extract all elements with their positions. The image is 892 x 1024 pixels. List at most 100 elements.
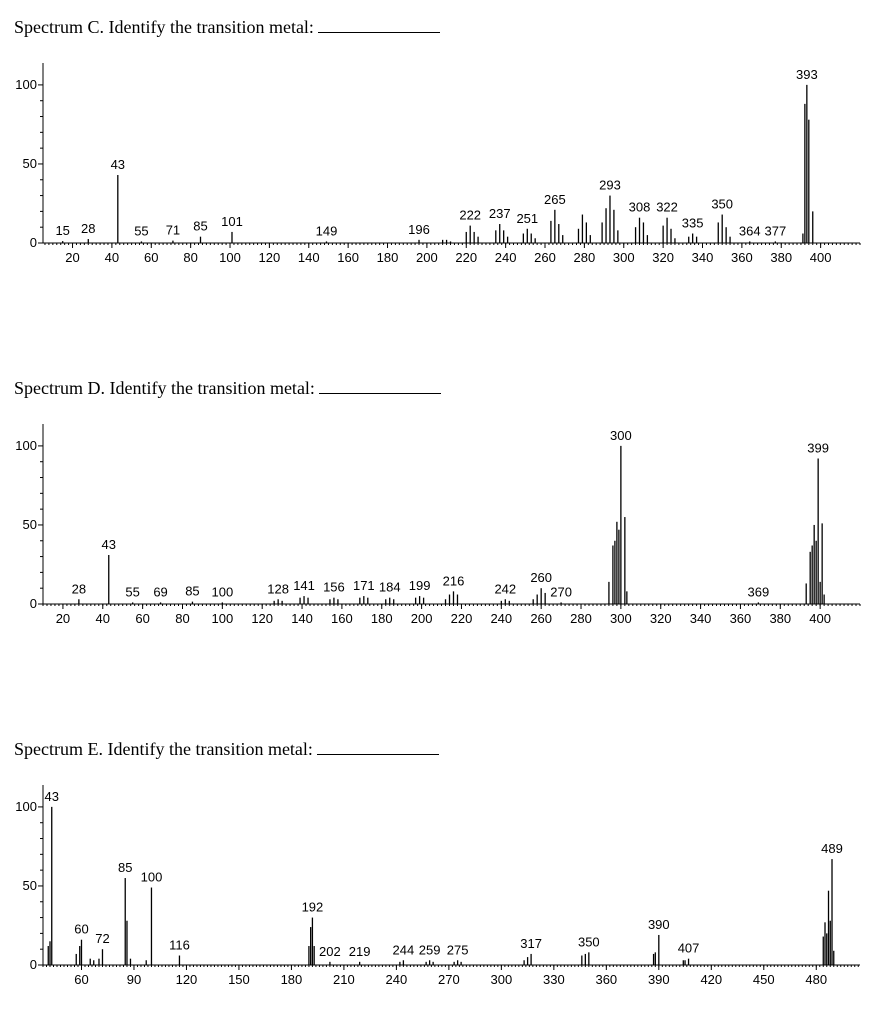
peak-label: 322 [656,200,678,215]
peak-label: 184 [379,580,401,595]
x-tick-label: 180 [281,972,303,987]
peak-label: 85 [118,860,132,875]
x-tick-label: 240 [386,972,408,987]
x-tick-label: 20 [65,250,79,265]
peak-label: 192 [302,900,324,915]
x-tick-label: 330 [543,972,565,987]
y-tick-label: 50 [23,517,37,532]
peak-label: 43 [102,537,116,552]
x-tick-label: 180 [371,611,393,626]
spectrum-c-title: Spectrum C. Identify the transition meta… [14,17,440,38]
peak-label: 259 [419,942,441,957]
x-tick-label: 390 [648,972,670,987]
x-tick-label: 480 [805,972,827,987]
x-tick-label: 220 [455,250,477,265]
peak-label: 128 [267,581,289,596]
peak-label: 116 [169,938,190,953]
x-tick-label: 180 [377,250,399,265]
x-tick-label: 200 [416,250,438,265]
x-tick-label: 380 [769,611,791,626]
peak-label: 43 [45,789,59,804]
spectrum-d-title-text: Spectrum D. Identify the transition meta… [14,378,315,398]
peak-label: 69 [153,584,167,599]
x-tick-label: 320 [650,611,672,626]
x-tick-label: 100 [211,611,233,626]
peak-label: 15 [55,223,69,238]
peak-label: 60 [74,922,88,937]
peak-label: 407 [678,941,700,956]
peak-label: 260 [530,570,552,585]
peak-label: 55 [125,584,139,599]
x-tick-label: 150 [228,972,250,987]
y-tick-label: 50 [23,878,37,893]
peak-label: 202 [319,944,341,959]
x-tick-label: 140 [298,250,320,265]
peak-label: 377 [764,223,786,238]
peak-label: 171 [353,578,375,593]
peak-label: 350 [711,197,733,212]
peak-label: 71 [166,223,180,238]
y-tick-label: 100 [15,77,37,92]
peak-label: 335 [682,216,704,231]
x-tick-label: 450 [753,972,775,987]
x-tick-label: 400 [810,250,832,265]
peak-label: 219 [349,944,371,959]
x-tick-label: 40 [96,611,110,626]
peak-label: 293 [599,178,621,193]
x-tick-label: 340 [692,250,714,265]
x-tick-label: 120 [251,611,273,626]
x-tick-label: 80 [175,611,189,626]
peak-label: 149 [316,223,338,238]
x-tick-label: 260 [534,250,556,265]
peak-label: 196 [408,222,430,237]
peak-label: 489 [821,841,843,856]
peak-label: 393 [796,67,818,82]
peak-label: 364 [739,223,761,238]
peak-label: 28 [72,581,86,596]
x-tick-label: 80 [183,250,197,265]
spectrum-c-title-text: Spectrum C. Identify the transition meta… [14,17,314,37]
peak-label: 28 [81,221,95,236]
x-tick-label: 360 [595,972,617,987]
peak-label: 369 [748,584,770,599]
x-tick-label: 60 [74,972,88,987]
x-tick-label: 280 [570,611,592,626]
spectrum-e-title: Spectrum E. Identify the transition meta… [14,739,439,760]
peak-label: 72 [95,931,109,946]
x-tick-label: 420 [700,972,722,987]
y-tick-label: 0 [30,596,37,611]
x-tick-label: 240 [490,611,512,626]
peak-label: 237 [489,206,511,221]
peak-label: 85 [193,219,207,234]
peak-label: 242 [494,581,516,596]
x-tick-label: 160 [337,250,359,265]
x-tick-label: 360 [730,611,752,626]
y-tick-label: 50 [23,156,37,171]
peak-label: 100 [211,584,233,599]
x-tick-label: 280 [574,250,596,265]
x-tick-label: 60 [135,611,149,626]
x-tick-label: 340 [690,611,712,626]
peak-label: 275 [447,942,469,957]
x-tick-label: 40 [105,250,119,265]
peak-label: 101 [221,214,243,229]
spectrum-e-answer-blank [316,740,439,755]
x-tick-label: 300 [491,972,513,987]
x-tick-label: 200 [411,611,433,626]
x-tick-label: 100 [219,250,241,265]
peak-label: 317 [520,936,542,951]
x-tick-label: 400 [809,611,831,626]
peak-label: 216 [443,573,465,588]
y-tick-label: 100 [15,799,37,814]
peak-label: 156 [323,580,345,595]
peak-label: 390 [648,917,670,932]
y-tick-label: 0 [30,235,37,250]
peak-label: 350 [578,934,600,949]
x-tick-label: 120 [176,972,198,987]
spectrum-e-title-text: Spectrum E. Identify the transition meta… [14,739,313,759]
peak-label: 270 [550,584,572,599]
x-tick-label: 60 [144,250,158,265]
x-tick-label: 380 [770,250,792,265]
x-tick-label: 300 [610,611,632,626]
peak-label: 300 [610,428,632,443]
